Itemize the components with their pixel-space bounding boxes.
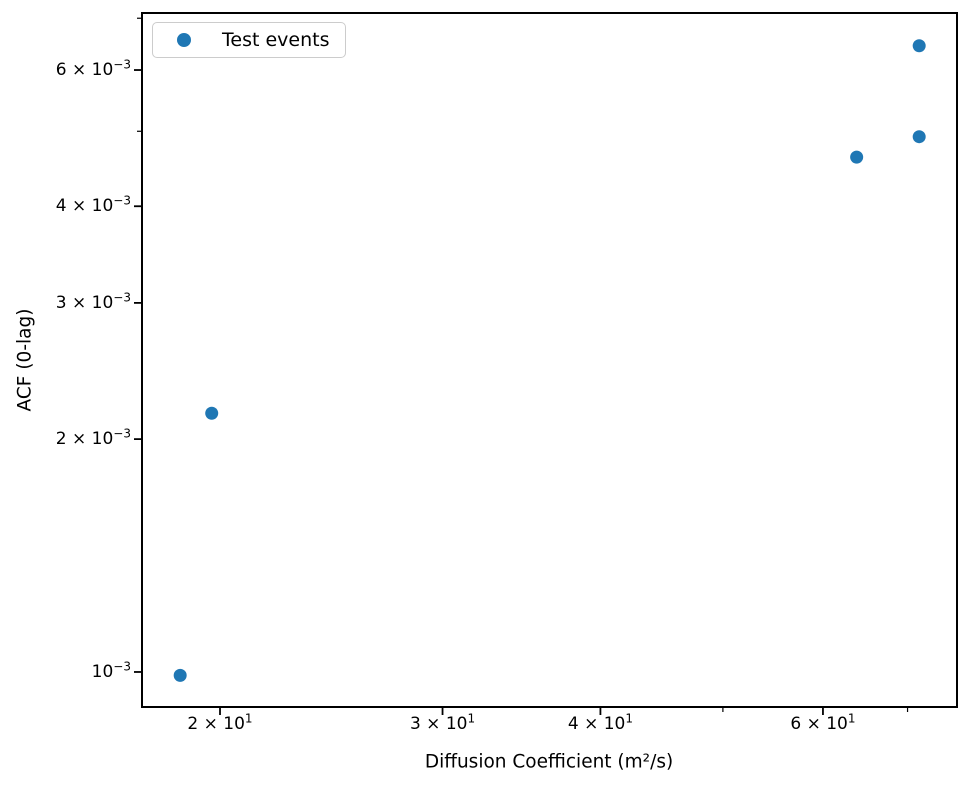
x-tick-label: 6 × 101 [790,711,856,734]
x-axis-label: Diffusion Coefficient (m²/s) [424,751,674,773]
x-tick-label: 3 × 101 [409,711,476,734]
y-tick-label: 6 × 10−3 [55,57,131,80]
y-axis-label: ACF (0-lag) [14,308,36,412]
x-tick-label: 2 × 101 [187,711,253,734]
legend-marker-icon [177,33,191,47]
legend: Test events [152,22,346,58]
scatter-point [912,130,926,144]
plot-border [141,12,958,708]
scatter-point [205,406,219,420]
y-tick-label: 10−3 [91,659,131,682]
scatter-point [173,668,187,682]
scatter-point [912,39,926,53]
y-tick-label: 4 × 10−3 [55,193,131,217]
scatter-point [850,150,864,164]
x-tick-label: 4 × 101 [567,711,633,734]
y-tick-label: 3 × 10−3 [55,290,131,313]
y-tick-label: 2 × 10−3 [55,426,131,450]
legend-label: Test events [222,29,330,51]
